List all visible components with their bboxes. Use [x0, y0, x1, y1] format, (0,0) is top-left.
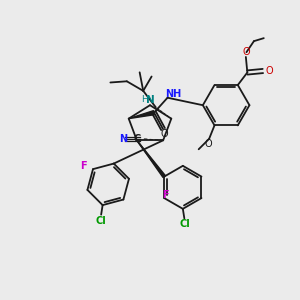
Text: Cl: Cl	[96, 216, 106, 226]
Text: H: H	[141, 95, 148, 104]
Text: O: O	[265, 66, 273, 76]
Text: Cl: Cl	[180, 219, 190, 230]
Text: C: C	[134, 134, 141, 144]
Text: O: O	[205, 139, 212, 149]
Text: F: F	[162, 190, 169, 200]
Polygon shape	[129, 111, 154, 119]
Text: NH: NH	[165, 89, 181, 99]
Text: O: O	[161, 129, 168, 140]
Polygon shape	[137, 140, 165, 178]
Text: O: O	[243, 47, 250, 57]
Text: N: N	[146, 95, 155, 105]
Text: F: F	[80, 160, 87, 171]
Text: N: N	[119, 134, 127, 144]
